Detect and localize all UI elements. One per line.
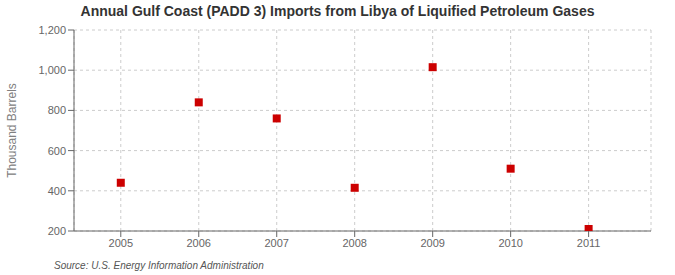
svg-text:2007: 2007	[264, 237, 288, 249]
html-text:Annual Gulf Coast (PADD 3) Imp: Annual Gulf Coast (PADD 3) Imports from …	[80, 3, 595, 19]
svg-text:200: 200	[48, 225, 66, 237]
svg-text:Thousand Barrels: Thousand Barrels	[8, 83, 19, 178]
html-text:Source: U.S. Energy Informatio: Source: U.S. Energy Information Administ…	[54, 260, 264, 271]
svg-text:2008: 2008	[342, 237, 366, 249]
svg-text:1,200: 1,200	[38, 24, 66, 36]
svg-text:600: 600	[48, 145, 66, 157]
svg-text:2011: 2011	[577, 237, 601, 249]
svg-text:400: 400	[48, 185, 66, 197]
svg-text:2010: 2010	[498, 237, 522, 249]
svg-text:2009: 2009	[420, 237, 444, 249]
svg-text:800: 800	[48, 104, 66, 116]
svg-text:1,000: 1,000	[38, 64, 66, 76]
svg-text:2006: 2006	[187, 237, 211, 249]
svg-text:2005: 2005	[109, 237, 133, 249]
